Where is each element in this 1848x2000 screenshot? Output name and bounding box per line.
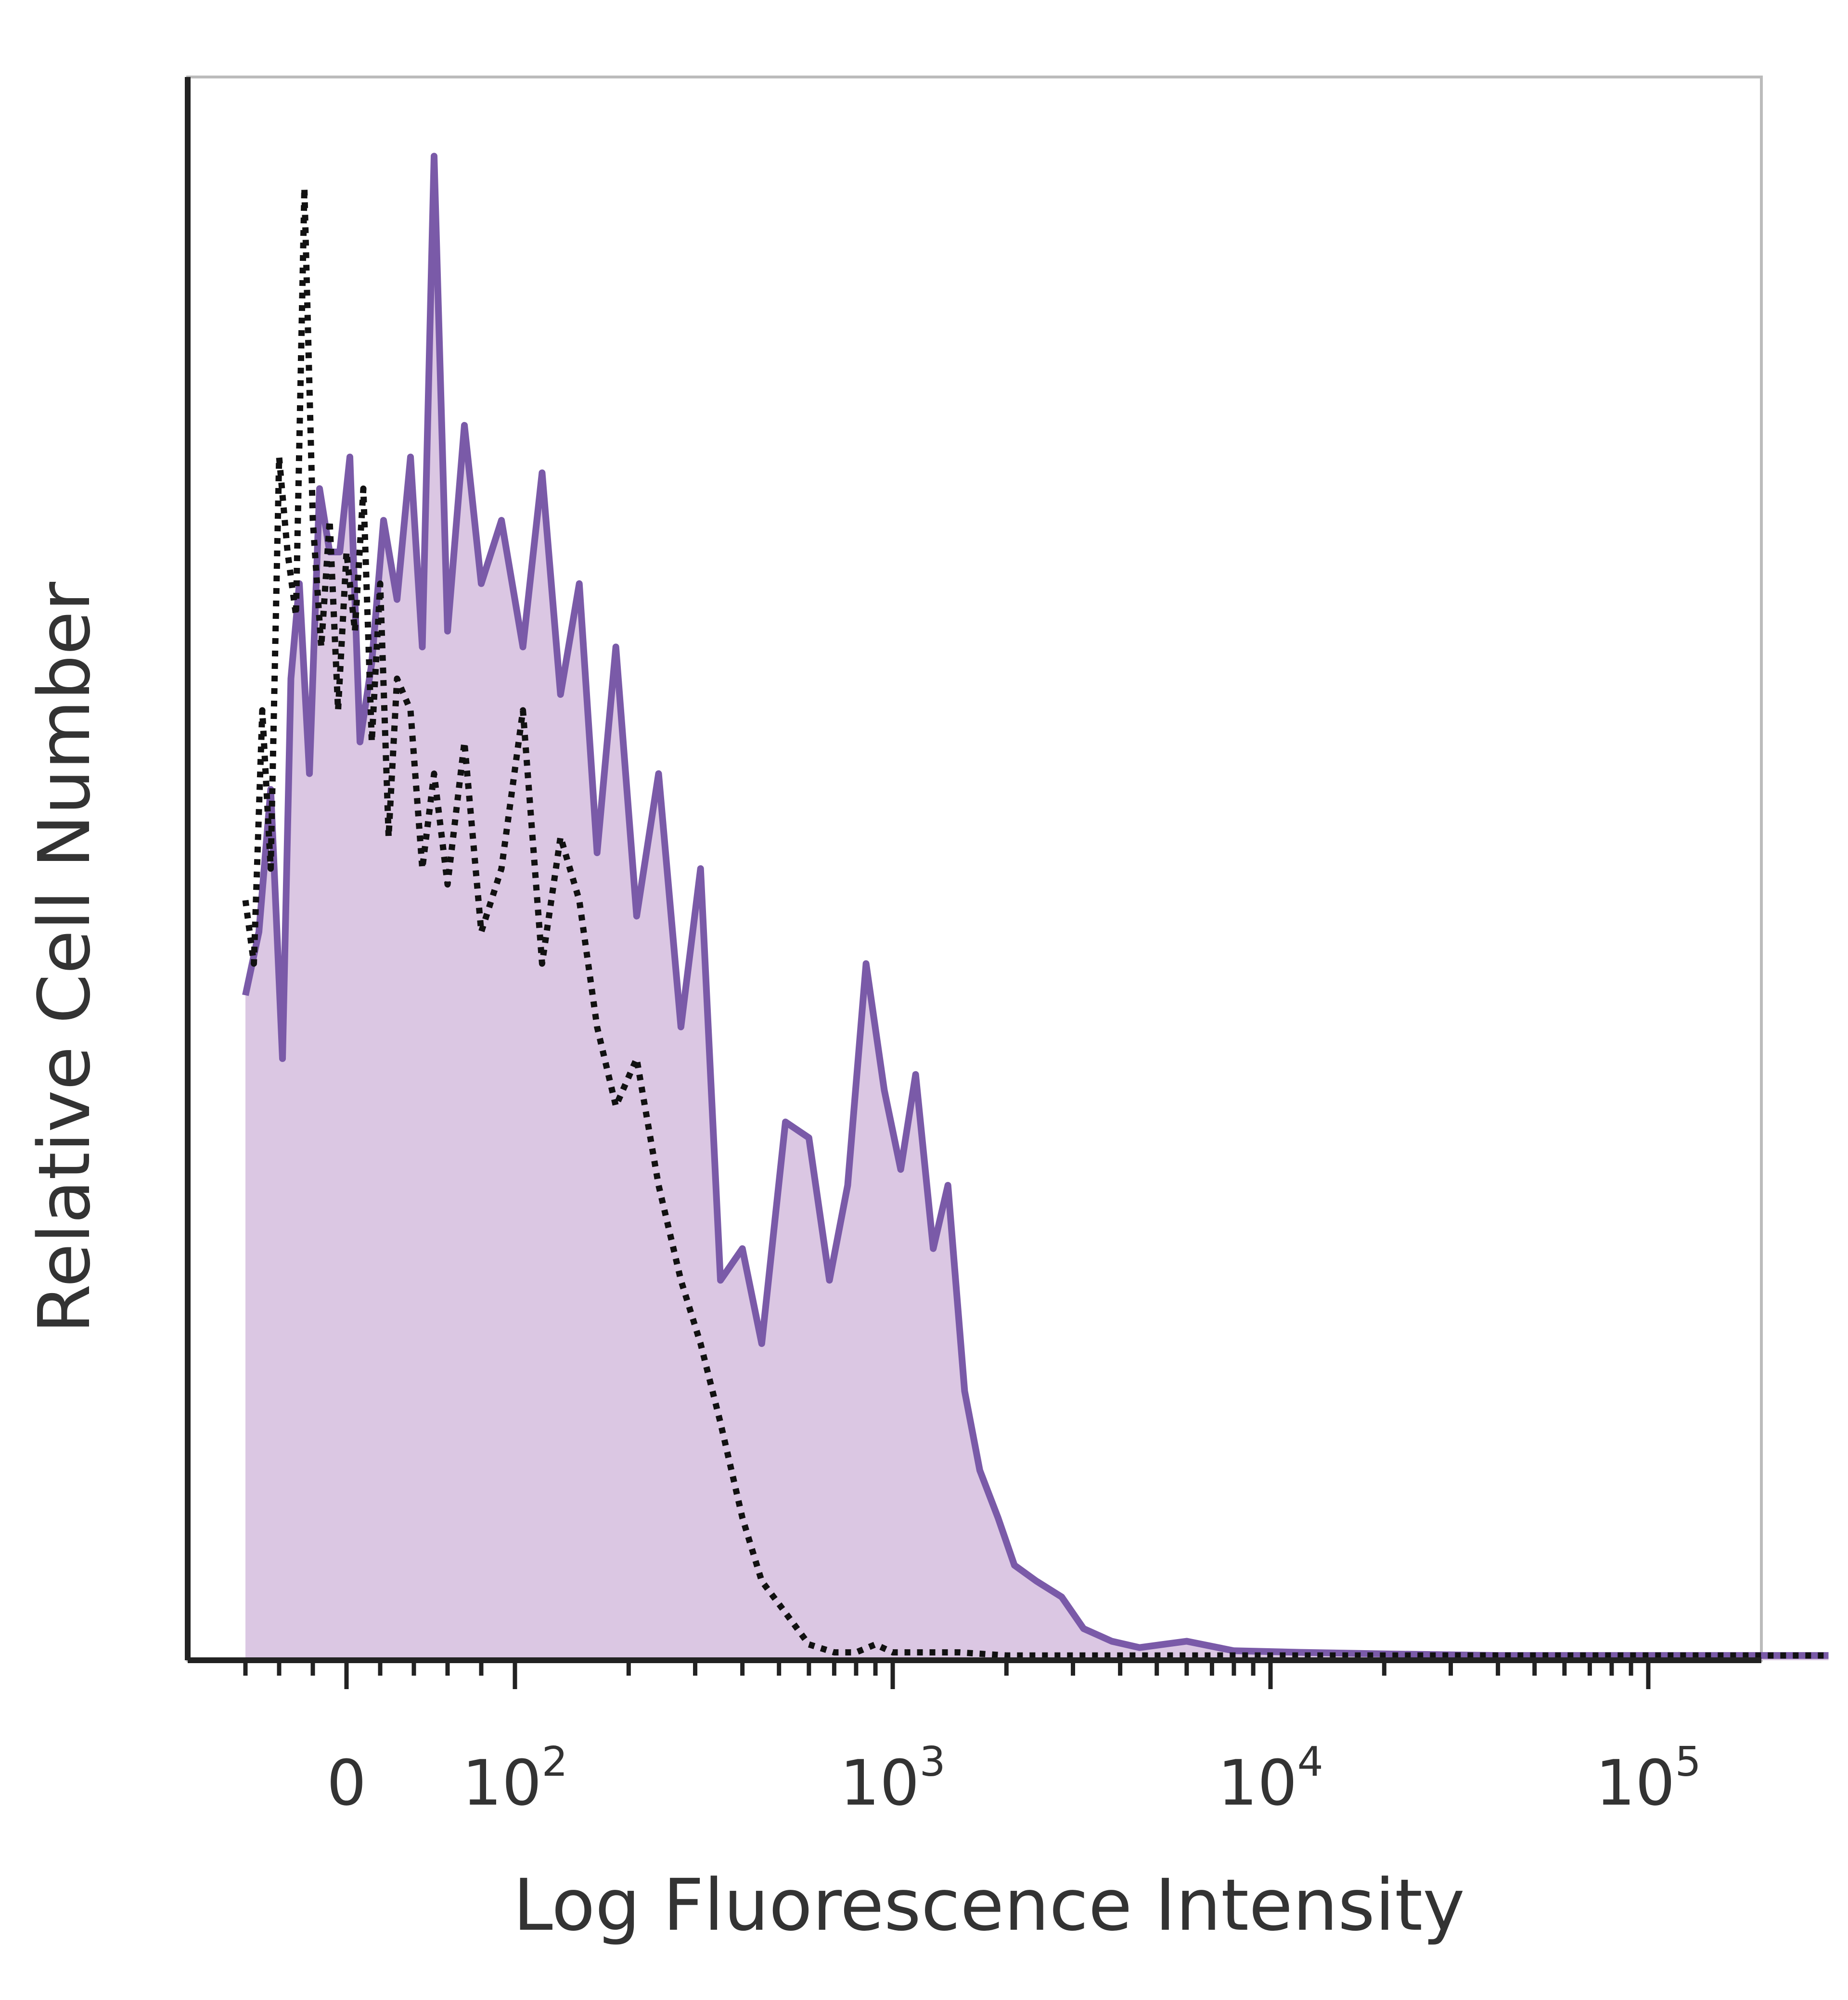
x-tick-label: 102 [462,1738,568,1820]
x-tick-label: 104 [1218,1738,1323,1820]
y-axis-label: Relative Cell Number [23,582,106,1333]
x-tick-label: 0 [327,1746,367,1820]
series-1-line [242,184,1829,1659]
series-0-fill [245,156,1829,1660]
series-0-line [242,153,1829,1659]
series-layer [242,153,1829,1660]
x-tick-label: 105 [1595,1738,1701,1820]
x-tick-label: 103 [840,1738,946,1820]
x-ticks: 0 102 103 104 105 [243,1660,1701,1820]
x-axis-label: Log Fluorescence Intensity [513,1864,1465,1947]
